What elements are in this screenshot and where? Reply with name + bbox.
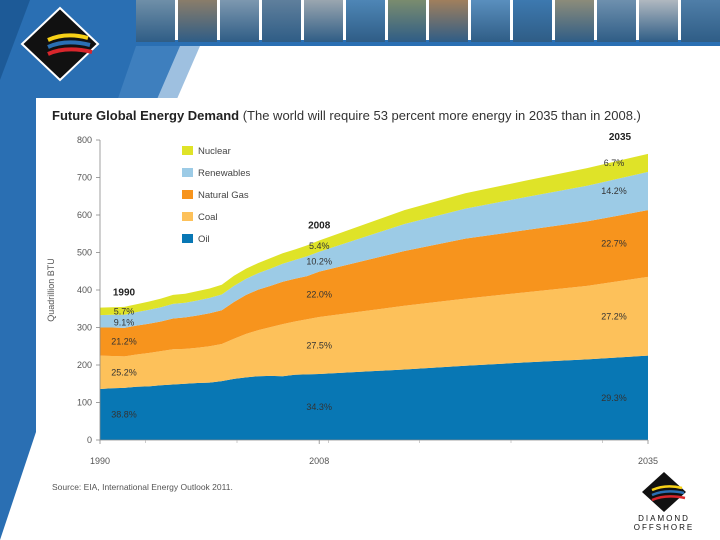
photo-thumb-ship — [513, 0, 553, 42]
photo-thumb-rig — [680, 0, 720, 42]
area-renewables — [100, 171, 648, 328]
legend-swatch-renewables — [182, 168, 193, 177]
photo-thumb-crew — [555, 0, 595, 42]
chart-source: Source: EIA, International Energy Outloo… — [52, 482, 233, 492]
legend-label-natural-gas: Natural Gas — [198, 190, 249, 201]
legend-label-renewables: Renewables — [198, 168, 251, 179]
legend-label-coal: Coal — [198, 212, 218, 223]
pct-label-1990-coal: 25.2% — [111, 367, 137, 377]
year-header-2035: 2035 — [609, 132, 632, 143]
pct-label-2008-nuclear: 5.4% — [309, 241, 330, 251]
legend-swatch-coal — [182, 212, 193, 221]
pct-label-1990-renewables: 9.1% — [114, 317, 135, 327]
pct-label-1990-oil: 38.8% — [111, 410, 137, 420]
brand-name: DIAMOND OFFSHORE — [633, 514, 695, 532]
y-axis-label: Quadrillion BTU — [46, 258, 56, 322]
photo-thumb-gear — [177, 0, 217, 42]
photo-thumb-tower — [639, 0, 678, 42]
photo-thumb-rig — [597, 0, 637, 42]
photo-thumb-rig — [136, 0, 175, 42]
photo-thumb-platform — [303, 0, 343, 42]
area-nuclear — [100, 153, 648, 316]
y-tick-label: 100 — [77, 398, 92, 408]
chart-title: Future Global Energy Demand — [52, 108, 240, 123]
legend-swatch-natural-gas — [182, 190, 193, 199]
pct-label-1990-natural-gas: 21.2% — [111, 337, 137, 347]
pct-label-2035-coal: 27.2% — [601, 311, 627, 321]
y-tick-label: 800 — [77, 135, 92, 145]
pct-label-2035-nuclear: 6.7% — [604, 158, 625, 168]
y-tick-label: 300 — [77, 323, 92, 333]
pct-label-2035-oil: 29.3% — [601, 393, 627, 403]
x-tick-label: 2035 — [638, 456, 658, 466]
photo-thumb-rig — [345, 0, 385, 42]
x-tick-label: 1990 — [90, 456, 110, 466]
photo-thumb-rig — [261, 0, 301, 42]
legend-swatch-nuclear — [182, 146, 193, 155]
photo-thumb-rig — [219, 0, 259, 42]
legend-label-oil: Oil — [198, 234, 210, 245]
legend-label-nuclear: Nuclear — [198, 146, 231, 157]
y-tick-label: 600 — [77, 210, 92, 220]
pct-label-1990-nuclear: 5.7% — [114, 306, 135, 316]
pct-label-2008-renewables: 10.2% — [306, 257, 332, 267]
area-natural-gas — [100, 210, 648, 357]
y-tick-label: 700 — [77, 173, 92, 183]
pct-label-2035-natural-gas: 22.7% — [601, 239, 627, 249]
diamond-logo-bottom-icon — [642, 472, 686, 512]
y-tick-label: 200 — [77, 360, 92, 370]
year-header-2008: 2008 — [308, 221, 331, 232]
pct-label-2008-coal: 27.5% — [306, 341, 332, 351]
photo-strip — [136, 0, 720, 42]
x-tick-label: 2008 — [309, 456, 329, 466]
legend-swatch-oil — [182, 234, 193, 243]
photo-thumb-workers — [387, 0, 427, 42]
y-tick-label: 400 — [77, 285, 92, 295]
pct-label-2008-oil: 34.3% — [306, 402, 332, 412]
pct-label-2008-natural-gas: 22.0% — [306, 289, 332, 299]
energy-demand-chart: 0 100 200 300 400 500 600 700 800 1990 2008 2035 Qua… — [46, 132, 658, 466]
area-coal — [100, 276, 648, 389]
year-header-1990: 1990 — [113, 288, 136, 299]
diamond-offshore-logo: DIAMOND OFFSHORE — [612, 470, 716, 536]
photo-thumb-rig — [471, 0, 511, 42]
chart-panel: 0 100 200 300 400 500 600 700 800 1990 2008 2035 Qua… — [36, 98, 680, 498]
y-tick-label: 0 — [87, 435, 92, 445]
chart-subtitle: (The world will require 53 percent more … — [242, 108, 641, 123]
diamond-logo-top — [20, 6, 100, 82]
pct-label-2035-renewables: 14.2% — [601, 186, 627, 196]
y-tick-label: 500 — [77, 248, 92, 258]
chart-title-line: Future Global Energy Demand (The world w… — [52, 108, 641, 123]
area-oil — [100, 355, 648, 440]
photo-thumb-crew — [429, 0, 469, 42]
